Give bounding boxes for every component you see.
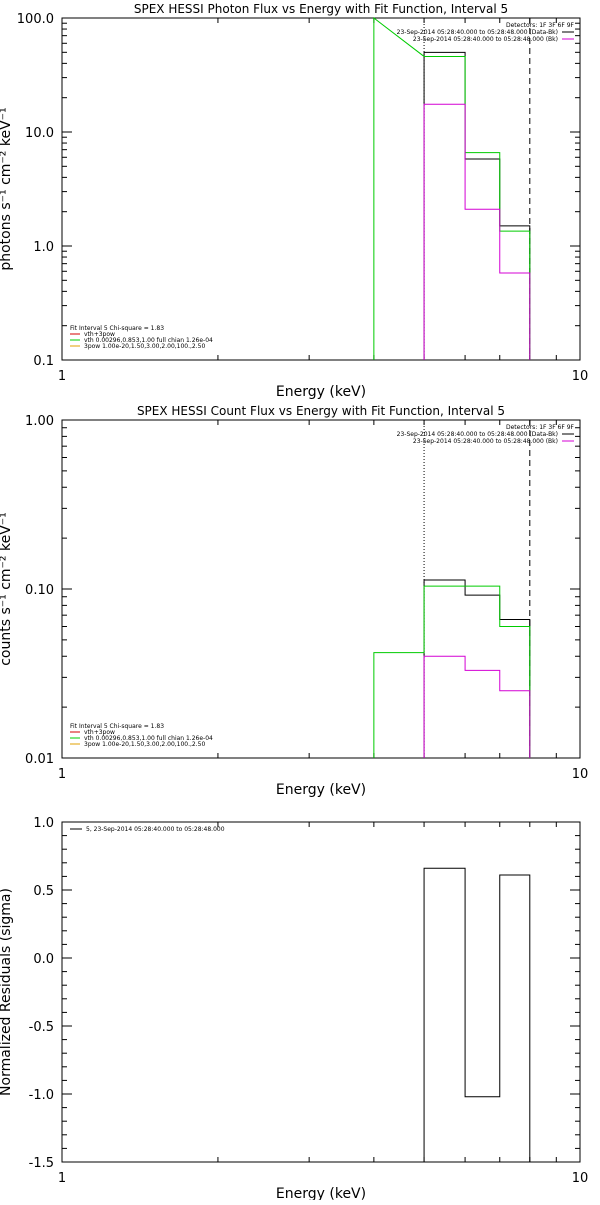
legend-entry: 23-Sep-2014 05:28:40.000 to 05:28:48.000… [397,431,558,438]
y-axis-label: photons s⁻¹ cm⁻² keV⁻¹ [0,107,14,270]
y-tick-label: 1.00 [25,414,54,429]
fit-legend-header: Fit Interval 5 Chi-square = 1.83 [70,723,164,730]
plot-title: SPEX HESSI Count Flux vs Energy with Fit… [137,404,505,418]
plot-panel-3: 1 10 Energy (keV) -1.5 -1.0 -0.5 0.0 0.5 1.0 Norm… [0,816,589,1202]
series-residuals-steps [423,867,531,1162]
y-tick-label: 1.0 [33,240,54,255]
y-tick-label: -1.5 [29,1156,54,1171]
y-tick-label: 100.0 [17,12,54,27]
legend-header: Detectors: 1F 3F 6F 9F [506,22,575,29]
y-axis-label: counts s⁻¹ cm⁻² keV⁻¹ [0,512,14,666]
fit-legend-entry: vth 0.00296,0.853,1.00 full chian 1.26e-… [84,735,213,742]
series-bk-steps [423,103,531,360]
y-tick-label: 10.0 [25,126,54,141]
plot-frame [61,419,581,759]
series-bk-steps [423,655,531,758]
x-axis-label: Energy (keV) [276,384,366,400]
x-tick-label: 10 [572,369,589,384]
legend-entry: 23-Sep-2014 05:28:40.000 to 05:28:48.000… [413,438,558,445]
fit-legend-entry: 3pow 1.00e-20,1.50,3.00,2.00,100.,2.50 [84,343,205,350]
plot-frame [61,17,581,361]
series-data-bk-steps [423,51,531,360]
y-tick-label: 0.1 [33,354,54,369]
y-tick-label: -0.5 [29,1020,54,1035]
y-tick-label: 0.5 [33,884,54,899]
y-tick-label: 0.01 [25,752,54,767]
fit-legend-entry: vth+3pow [84,729,115,736]
x-axis-label: Energy (keV) [276,782,366,798]
x-axis-label: Energy (keV) [276,1186,366,1200]
legend-entry: 23-Sep-2014 05:28:40.000 to 05:28:48.000… [397,29,558,36]
plot-frame [61,821,581,1163]
plot-panel-1: SPEX HESSI Photon Flux vs Energy with Fi… [0,2,588,400]
series-data-bk-steps [423,579,531,758]
x-tick-label: 10 [572,767,589,782]
fit-legend-entry: vth+3pow [84,331,115,338]
fit-legend-header: Fit Interval 5 Chi-square = 1.83 [70,325,164,332]
y-axis-label: Normalized Residuals (sigma) [0,888,14,1096]
legend-entry: 23-Sep-2014 05:28:40.000 to 05:28:48.000… [413,36,558,43]
y-tick-label: 0.10 [25,583,54,598]
series-fit-steps [373,16,531,360]
plot-panel-2: SPEX HESSI Count Flux vs Energy with Fit… [0,404,588,798]
x-tick-label: 1 [58,767,66,782]
legend-header: Detectors: 1F 3F 6F 9F [506,424,575,431]
y-tick-label: 1.0 [33,816,54,831]
y-tick-label: 0.0 [33,952,54,967]
fit-legend-entry: vth 0.00296,0.853,1.00 full chian 1.26e-… [84,337,213,344]
x-tick-label: 10 [572,1171,589,1186]
fit-legend-entry: 3pow 1.00e-20,1.50,3.00,2.00,100.,2.50 [84,741,205,748]
y-tick-label: -1.0 [29,1088,54,1103]
plot-title: SPEX HESSI Photon Flux vs Energy with Fi… [134,2,508,16]
legend-entry: 5, 23-Sep-2014 05:28:40.000 to 05:28:48.… [86,826,225,833]
series-fit-steps [373,585,531,758]
x-tick-label: 1 [58,369,66,384]
x-tick-label: 1 [58,1171,66,1186]
